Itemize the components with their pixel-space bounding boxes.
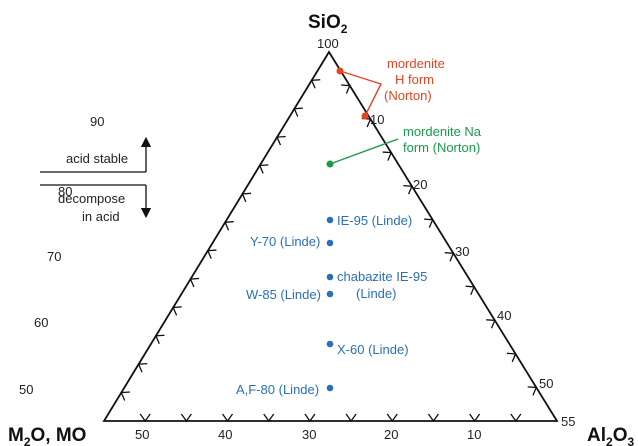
right-tick-10: 10 bbox=[370, 112, 384, 127]
tick-mark bbox=[137, 362, 148, 373]
mordenite-na-label-1: mordenite Na bbox=[403, 124, 482, 139]
tick-mark bbox=[172, 306, 182, 316]
tick-mark bbox=[427, 413, 439, 423]
mordenite-h-point-2 bbox=[361, 112, 369, 120]
w85-label: W-85 (Linde) bbox=[246, 287, 321, 302]
left-tick-60: 60 bbox=[34, 315, 48, 330]
chabazite-label-1: chabazite IE-95 bbox=[337, 269, 427, 284]
ie95-point bbox=[326, 216, 334, 224]
right-tick-30: 30 bbox=[455, 244, 469, 259]
tick-mark bbox=[224, 221, 234, 231]
mordenite-na-label-2: form (Norton) bbox=[403, 140, 480, 155]
x60-point bbox=[326, 340, 334, 348]
linde-points: IE-95 (Linde) Y-70 (Linde) chabazite IE-… bbox=[236, 213, 427, 397]
left-tick-90: 90 bbox=[90, 114, 104, 129]
right-end-value: 55 bbox=[561, 414, 575, 429]
tick-mark bbox=[465, 285, 476, 296]
y70-point bbox=[326, 239, 334, 247]
tick-mark bbox=[206, 249, 217, 259]
left-tick-50: 50 bbox=[19, 382, 33, 397]
right-tick-50: 50 bbox=[539, 376, 553, 391]
tick-mark bbox=[263, 413, 275, 423]
tick-mark bbox=[510, 413, 522, 423]
apex-value: 100 bbox=[317, 36, 339, 51]
mordenite-h-leader bbox=[339, 70, 382, 117]
tick-mark bbox=[189, 277, 200, 288]
mordenite-h-label-3: (Norton) bbox=[384, 88, 432, 103]
mordenite-h-label-2: H form bbox=[395, 72, 434, 87]
w85-point bbox=[326, 290, 334, 298]
tick-mark bbox=[444, 252, 455, 262]
acid-legend: acid stable decompose in acid bbox=[40, 136, 152, 224]
bottom-tick-30: 30 bbox=[302, 427, 316, 442]
tick-marks bbox=[120, 79, 538, 423]
tick-mark bbox=[154, 334, 165, 345]
tick-mark bbox=[276, 135, 286, 146]
tick-mark bbox=[486, 319, 496, 329]
chabazite-label-2: (Linde) bbox=[356, 286, 396, 301]
af80-point bbox=[326, 384, 334, 392]
bottom-tick-50: 50 bbox=[135, 427, 149, 442]
vertex-top-label: SiO2 bbox=[308, 12, 348, 36]
mordenite-na-group: mordenite Na form (Norton) bbox=[326, 124, 482, 168]
tick-mark bbox=[222, 413, 234, 423]
ie95-label: IE-95 (Linde) bbox=[337, 213, 412, 228]
bottom-tick-40: 40 bbox=[218, 427, 232, 442]
tick-mark bbox=[469, 413, 481, 423]
x60-label: X-60 (Linde) bbox=[337, 342, 409, 357]
left-tick-80: 80 bbox=[58, 184, 72, 199]
right-tick-20: 20 bbox=[413, 177, 427, 192]
chabazite-point bbox=[326, 273, 334, 281]
bottom-tick-10: 10 bbox=[467, 427, 481, 442]
decompose-label-1: decompose bbox=[58, 191, 125, 206]
tick-mark bbox=[506, 352, 517, 363]
vertex-right-label: Al2O3 bbox=[587, 425, 634, 446]
tick-mark bbox=[341, 84, 351, 94]
tick-mark bbox=[310, 79, 321, 89]
tick-mark bbox=[304, 413, 316, 423]
tick-mark bbox=[139, 413, 151, 423]
right-tick-40: 40 bbox=[497, 308, 511, 323]
bottom-tick-20: 20 bbox=[384, 427, 398, 442]
mordenite-na-leader bbox=[329, 138, 399, 165]
tick-mark bbox=[120, 391, 130, 401]
tick-mark bbox=[258, 164, 269, 174]
tick-mark bbox=[180, 413, 192, 423]
mordenite-na-point bbox=[326, 160, 334, 168]
acid-stable-label: acid stable bbox=[66, 151, 128, 166]
y70-label: Y-70 (Linde) bbox=[250, 234, 320, 249]
tick-mark bbox=[345, 413, 357, 423]
tick-mark bbox=[241, 192, 252, 203]
left-tick-70: 70 bbox=[47, 249, 61, 264]
mordenite-h-group: mordenite H form (Norton) bbox=[336, 56, 445, 120]
tick-mark bbox=[386, 413, 398, 423]
vertex-left-label: M2O, MO bbox=[8, 425, 86, 446]
decompose-label-2: in acid bbox=[82, 209, 120, 224]
tick-mark bbox=[424, 218, 434, 228]
mordenite-h-point-1 bbox=[336, 67, 344, 75]
tick-mark bbox=[293, 107, 304, 117]
af80-label: A,F-80 (Linde) bbox=[236, 382, 319, 397]
triangle-outline bbox=[102, 50, 559, 422]
mordenite-h-label-1: mordenite bbox=[387, 56, 445, 71]
tick-mark bbox=[527, 386, 538, 396]
tick-mark bbox=[403, 184, 413, 195]
tick-mark bbox=[382, 151, 393, 161]
